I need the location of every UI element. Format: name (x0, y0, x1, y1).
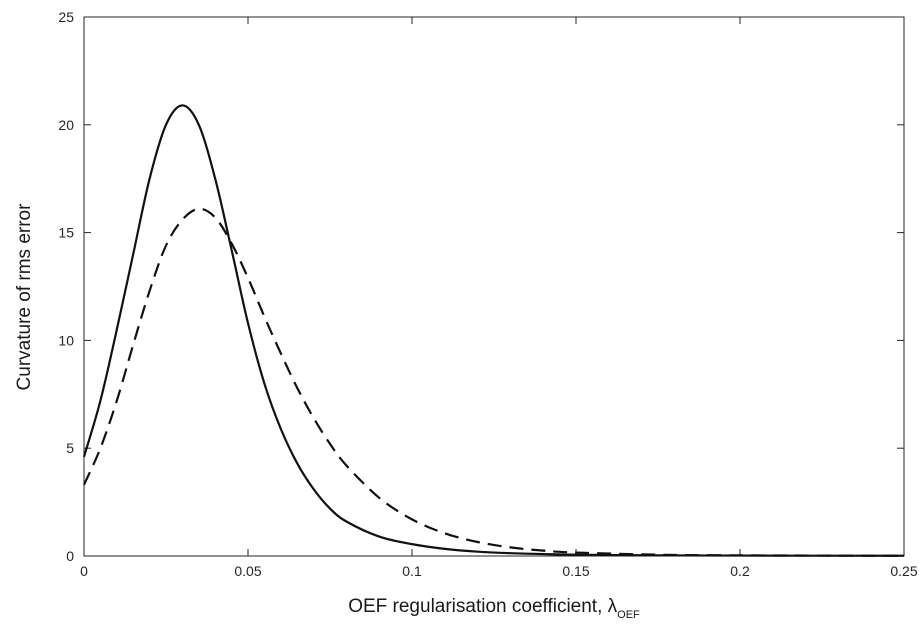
x-axis-title-subscript: OEF (617, 609, 640, 621)
y-tick-label: 5 (66, 440, 74, 456)
y-tick-label: 10 (58, 332, 74, 348)
x-tick-label: 0.1 (402, 563, 422, 579)
x-tick-label: 0.25 (890, 563, 917, 579)
axis-ticks (83, 16, 905, 557)
solid-series-line (82, 104, 905, 557)
series-layer (82, 104, 905, 557)
y-tick-label: 15 (58, 225, 74, 241)
y-tick-label: 20 (58, 117, 74, 133)
x-tick-label: 0.05 (234, 563, 261, 579)
x-tick-label: 0 (80, 563, 88, 579)
dashed-series-line (82, 207, 905, 557)
plot-frame (83, 16, 905, 557)
x-tick-label: 0.2 (730, 563, 750, 579)
y-tick-label: 0 (66, 548, 74, 564)
x-tick-label: 0.15 (562, 563, 589, 579)
tick-labels: 0 0.05 0.1 0.15 0.2 0.25 0 5 10 15 20 25 (58, 9, 917, 579)
y-axis-title: Curvature of rms error (14, 203, 35, 391)
y-tick-label: 25 (58, 9, 74, 25)
x-axis-title: OEF regularisation coefficient, λOEF (348, 596, 640, 621)
